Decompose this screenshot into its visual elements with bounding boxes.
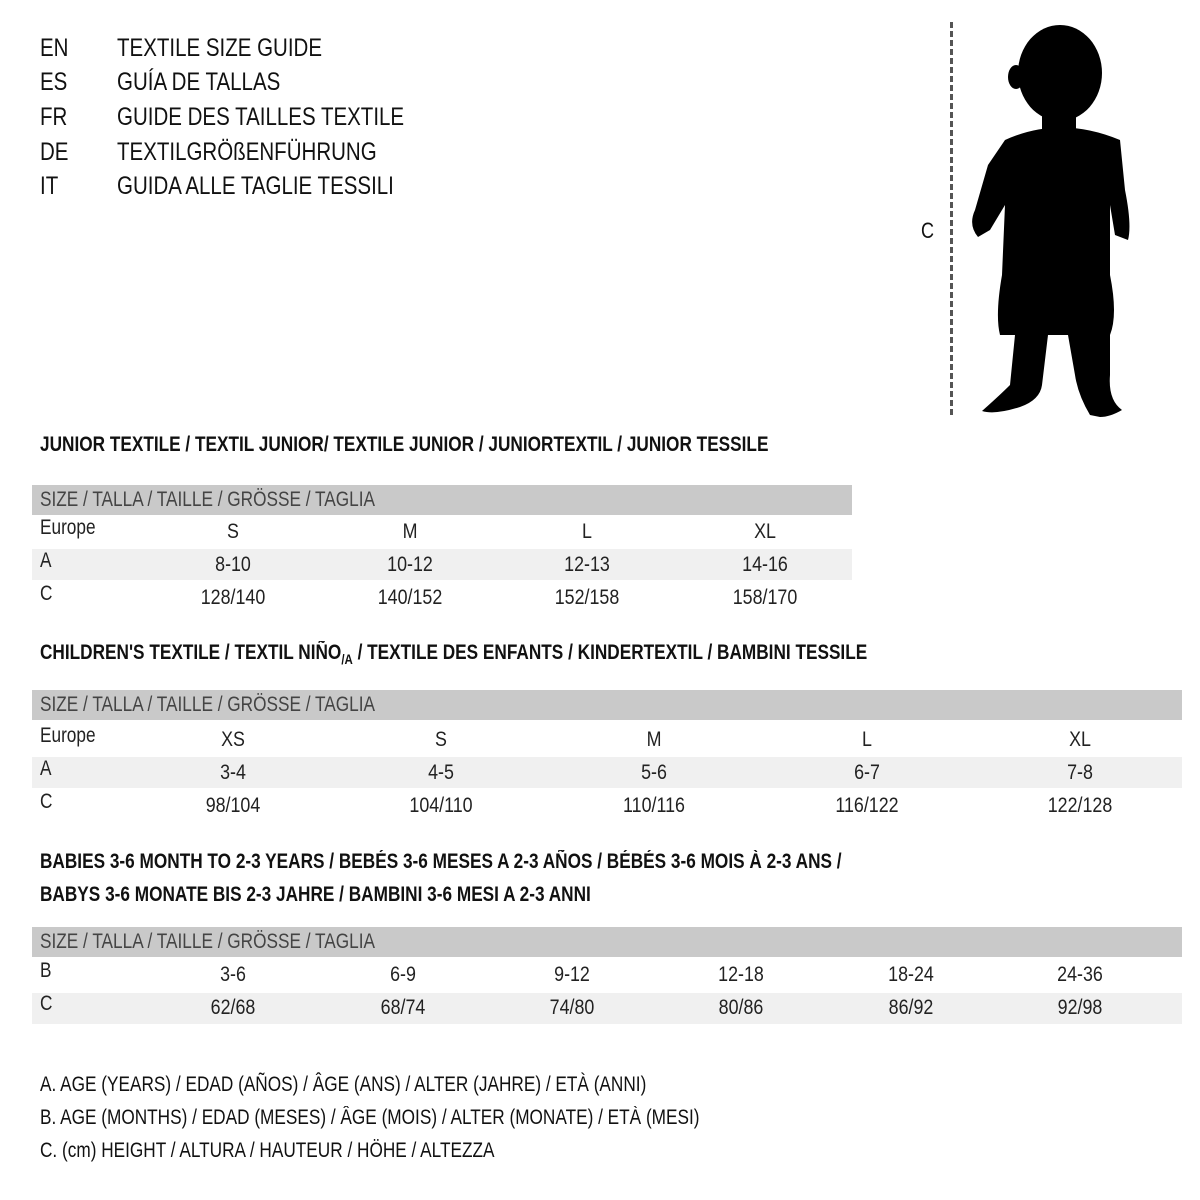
table-cell: 3-6 <box>220 963 246 986</box>
table-cell: 128/140 <box>200 586 266 609</box>
title-text: GUÍA DE TALLAS <box>117 68 281 96</box>
section-title-babies-1: BABIES 3-6 MONTH TO 2-3 YEARS / BEBÉS 3-… <box>40 850 842 873</box>
section-title-babies-2: BABYS 3-6 MONATE BIS 2-3 JAHRE / BAMBINI… <box>40 883 591 906</box>
size-header-text: SIZE / TALLA / TAILLE / GRÖSSE / TAGLIA <box>40 930 375 953</box>
lang-code: ES <box>40 68 68 96</box>
lang-code: EN <box>40 34 69 62</box>
table-cell: L <box>582 520 592 543</box>
table-cell: L <box>862 728 872 751</box>
title-text: GUIDA ALLE TAGLIE TESSILI <box>117 172 394 200</box>
table-cell: 68/74 <box>380 996 426 1019</box>
height-dashed-line <box>950 22 953 415</box>
legend-a: A. AGE (YEARS) / EDAD (AÑOS) / ÂGE (ANS)… <box>40 1073 647 1096</box>
legend-b: B. AGE (MONTHS) / EDAD (MESES) / ÂGE (MO… <box>40 1106 700 1129</box>
table-cell: 7-8 <box>1067 761 1093 784</box>
size-header-text: SIZE / TALLA / TAILLE / GRÖSSE / TAGLIA <box>40 488 375 511</box>
table-cell: 80/86 <box>718 996 764 1019</box>
table-cell: S <box>227 520 239 543</box>
size-header-bar: SIZE / TALLA / TAILLE / GRÖSSE / TAGLIA <box>32 927 1182 957</box>
table-cell: 12-18 <box>718 963 764 986</box>
lang-code: FR <box>40 103 68 131</box>
row-shade <box>32 757 1182 788</box>
section-title-junior: JUNIOR TEXTILE / TEXTIL JUNIOR/ TEXTILE … <box>40 433 769 456</box>
row-label: C <box>40 790 53 813</box>
table-cell: 104/110 <box>409 794 473 817</box>
table-cell: 110/116 <box>623 794 685 817</box>
title-text: TEXTILGRÖßENFÜHRUNG <box>117 138 377 166</box>
size-header-bar: SIZE / TALLA / TAILLE / GRÖSSE / TAGLIA <box>32 690 1182 720</box>
table-cell: 98/104 <box>205 794 261 817</box>
row-label: C <box>40 992 53 1015</box>
table-cell: 74/80 <box>549 996 595 1019</box>
table-cell: 116/122 <box>835 794 899 817</box>
table-cell: 4-5 <box>428 761 454 784</box>
row-shade <box>32 993 1182 1024</box>
row-label: C <box>40 582 53 605</box>
table-cell: 6-7 <box>854 761 880 784</box>
table-cell: 6-9 <box>390 963 416 986</box>
table-cell: 86/92 <box>888 996 934 1019</box>
row-label: Europe <box>40 516 96 539</box>
section-title-children: CHILDREN'S TEXTILE / TEXTIL NIÑO/A / TEX… <box>40 641 868 667</box>
row-label: Europe <box>40 724 96 747</box>
table-cell: 9-12 <box>554 963 590 986</box>
row-label: B <box>40 959 52 982</box>
table-cell: 14-16 <box>742 553 788 576</box>
table-cell: 62/68 <box>210 996 256 1019</box>
table-cell: S <box>435 728 447 751</box>
height-label: C <box>921 218 935 243</box>
table-cell: 140/152 <box>377 586 443 609</box>
table-cell: XL <box>1069 728 1091 751</box>
table-cell: 92/98 <box>1057 996 1103 1019</box>
lang-code: IT <box>40 172 59 200</box>
table-cell: 122/128 <box>1047 794 1113 817</box>
table-cell: 12-13 <box>564 553 610 576</box>
size-header-bar: SIZE / TALLA / TAILLE / GRÖSSE / TAGLIA <box>32 485 852 515</box>
table-cell: 10-12 <box>387 553 433 576</box>
row-label: A <box>40 757 52 780</box>
title-text: TEXTILE SIZE GUIDE <box>117 34 323 62</box>
row-shade <box>32 549 852 580</box>
table-cell: 24-36 <box>1057 963 1103 986</box>
legend-c: C. (cm) HEIGHT / ALTURA / HAUTEUR / HÖHE… <box>40 1139 495 1162</box>
table-cell: 8-10 <box>215 553 251 576</box>
table-cell: 18-24 <box>888 963 934 986</box>
table-cell: 152/158 <box>554 586 620 609</box>
table-cell: M <box>402 520 418 543</box>
child-silhouette-icon <box>972 25 1130 417</box>
size-header-text: SIZE / TALLA / TAILLE / GRÖSSE / TAGLIA <box>40 693 375 716</box>
lang-code: DE <box>40 138 69 166</box>
table-cell: XL <box>754 520 776 543</box>
title-text: GUIDE DES TAILLES TEXTILE <box>117 103 405 131</box>
row-label: A <box>40 549 52 572</box>
table-cell: 158/170 <box>732 586 798 609</box>
table-cell: 5-6 <box>641 761 667 784</box>
table-cell: 3-4 <box>220 761 246 784</box>
table-cell: M <box>646 728 662 751</box>
table-cell: XS <box>221 728 245 751</box>
